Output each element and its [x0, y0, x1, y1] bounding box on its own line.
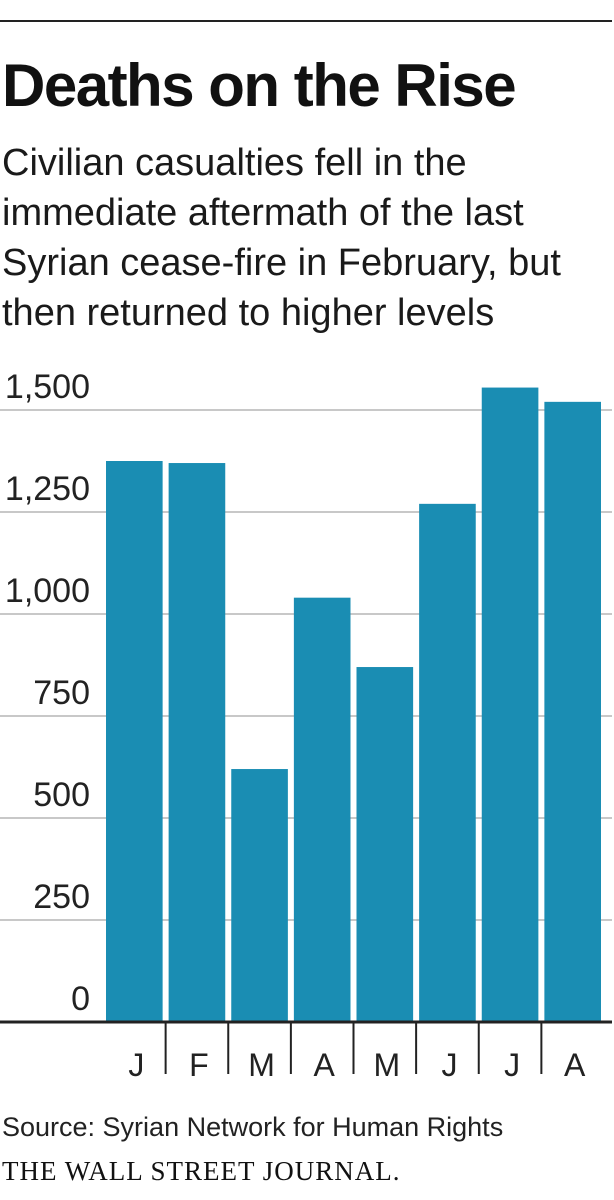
- chart-subtitle: Civilian casualties fell in the immediat…: [2, 142, 561, 334]
- bar: [481, 387, 539, 1022]
- bar: [106, 461, 163, 1022]
- x-tick-label: J: [504, 1047, 520, 1083]
- bar: [168, 463, 226, 1022]
- bar-chart: 0 250 500 750 1,000 1,250 1,500 J F M A M J J A: [0, 370, 612, 1083]
- x-tick-label: J: [128, 1047, 144, 1083]
- y-tick-label: 1,250: [5, 470, 90, 508]
- y-tick-label: 750: [33, 674, 90, 712]
- y-tick-label: 250: [33, 878, 90, 916]
- x-tick-label: M: [373, 1047, 400, 1083]
- x-tick-label: J: [441, 1047, 457, 1083]
- source-note: Source: Syrian Network for Human Rights: [2, 1112, 504, 1142]
- chart-title: Deaths on the Rise: [2, 52, 517, 119]
- y-tick-label: 0: [71, 980, 90, 1018]
- bar: [544, 401, 601, 1023]
- top-rule: [0, 20, 612, 22]
- x-tick-label: A: [314, 1047, 336, 1083]
- x-tick-label: M: [248, 1047, 275, 1083]
- y-tick-label: 1,500: [5, 370, 90, 406]
- bar: [231, 769, 288, 1022]
- bar: [293, 597, 351, 1022]
- bar: [356, 667, 414, 1022]
- publisher-logo: THE WALL STREET JOURNAL.: [2, 1156, 401, 1186]
- y-tick-label: 1,000: [5, 572, 90, 610]
- x-tick-label: F: [189, 1047, 209, 1083]
- y-tick-label: 500: [33, 776, 90, 814]
- bar: [419, 503, 476, 1023]
- x-tick-label: A: [564, 1047, 586, 1083]
